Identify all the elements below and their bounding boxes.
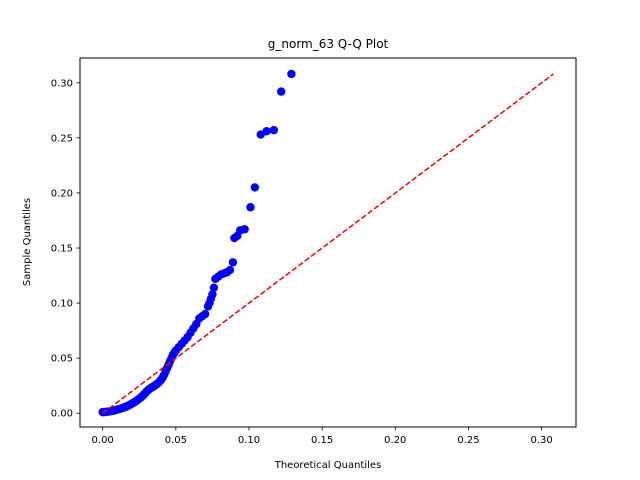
plot-area xyxy=(98,69,554,417)
data-point xyxy=(287,69,296,79)
axes-frame xyxy=(79,57,577,428)
y-tick-label: 0.25 xyxy=(51,133,73,144)
y-axis-label: Sample Quantiles xyxy=(22,198,33,286)
y-tick-label: 0.10 xyxy=(51,299,73,310)
y-tick-label: 0.05 xyxy=(51,354,73,365)
y-tick-label: 0.00 xyxy=(51,409,73,420)
y-axis: 0.00 0.05 0.10 0.15 0.20 0.25 0.30 xyxy=(51,78,80,420)
x-tick-label: 0.25 xyxy=(457,435,479,446)
y-tick-label: 0.15 xyxy=(51,244,73,255)
data-point xyxy=(246,203,255,212)
y-tick-label: 0.30 xyxy=(51,78,73,89)
x-tick-label: 0.00 xyxy=(92,435,114,446)
chart-title: g_norm_63 Q-Q Plot xyxy=(268,37,389,51)
data-point xyxy=(262,127,271,136)
data-point xyxy=(209,283,219,292)
data-point xyxy=(250,183,260,192)
data-point xyxy=(228,258,238,267)
x-tick-label: 0.30 xyxy=(530,435,552,446)
data-point xyxy=(200,309,210,319)
x-axis-label: Theoretical Quantiles xyxy=(274,460,382,471)
x-axis: 0.00 0.05 0.10 0.15 0.20 0.25 0.30 xyxy=(92,427,553,446)
data-point xyxy=(225,265,235,275)
data-point xyxy=(276,87,286,96)
y-tick-label: 0.20 xyxy=(51,188,73,199)
data-point xyxy=(208,290,217,299)
x-tick-label: 0.20 xyxy=(384,435,406,446)
data-point xyxy=(269,125,279,135)
x-tick-label: 0.05 xyxy=(165,435,187,446)
x-tick-label: 0.10 xyxy=(238,435,260,446)
x-tick-label: 0.15 xyxy=(311,435,333,446)
reference-line xyxy=(102,73,554,414)
data-point xyxy=(240,225,249,234)
